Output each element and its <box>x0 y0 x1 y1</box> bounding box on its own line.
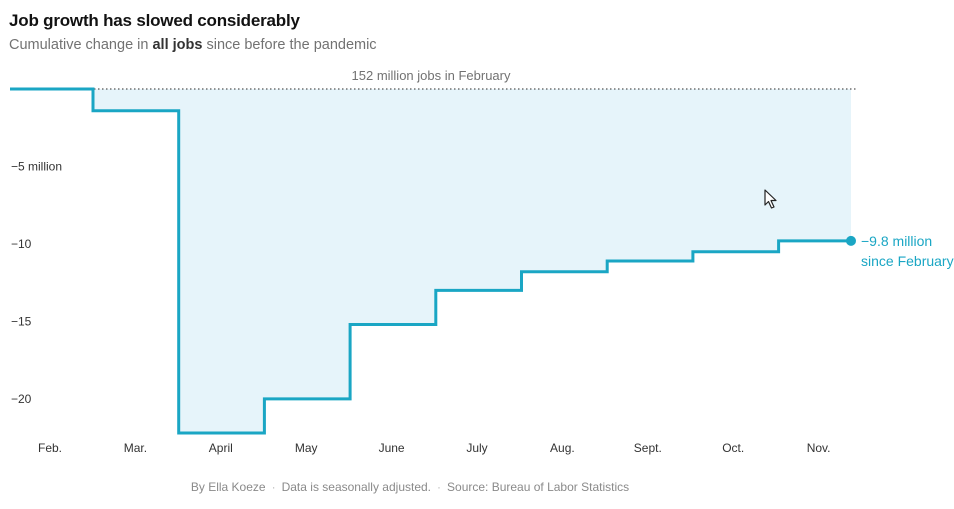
y-tick-label: −15 <box>11 314 32 328</box>
reference-label: 152 million jobs in February <box>352 68 511 83</box>
source-note: Source: Bureau of Labor Statistics <box>447 480 630 494</box>
y-tick-label: −10 <box>11 237 32 251</box>
end-annotation-line-2: since February <box>861 253 954 269</box>
adjustment-note: Data is seasonally adjusted. <box>281 480 432 494</box>
subtitle-bold: all jobs <box>152 37 203 53</box>
x-tick-label: Aug. <box>550 441 575 455</box>
x-tick-label: April <box>209 441 233 455</box>
x-tick-label: May <box>295 441 318 455</box>
end-point-marker <box>846 235 856 246</box>
y-tick-label: −5 million <box>11 160 62 174</box>
y-tick-label: −20 <box>11 392 32 406</box>
series-step-line <box>10 87 851 435</box>
x-tick-label: June <box>379 441 405 455</box>
x-tick-label: Oct. <box>722 441 744 455</box>
footer-separator: · <box>271 480 276 494</box>
chart-subtitle: Cumulative change in all jobs since befo… <box>9 37 377 53</box>
subtitle-post: since before the pandemic <box>202 37 377 53</box>
x-tick-label: Sept. <box>634 441 662 455</box>
chart-title: Job growth has slowed considerably <box>9 11 300 30</box>
x-axis-ticks: Feb. Mar. April May June July Aug. Sept. Oct. Nov… <box>38 441 831 455</box>
mouse-pointer-icon <box>764 189 777 209</box>
footer-separator: · <box>437 480 442 494</box>
y-axis-ticks: −5 million −10 −15 −20 <box>11 160 62 406</box>
x-tick-label: Feb. <box>38 441 62 455</box>
end-annotation-line-1: −9.8 million <box>861 233 932 249</box>
x-tick-label: Mar. <box>124 441 147 455</box>
x-tick-label: Nov. <box>807 441 831 455</box>
byline: By Ella Koeze <box>190 480 266 494</box>
chart-canvas: 152 million jobs in February −5 million−… <box>10 68 954 455</box>
chart-footer: By Ella Koeze · Data is seasonally adjuste… <box>0 480 820 494</box>
x-tick-label: July <box>466 441 487 455</box>
subtitle-pre: Cumulative change in <box>9 37 153 53</box>
decline-area <box>10 89 851 433</box>
